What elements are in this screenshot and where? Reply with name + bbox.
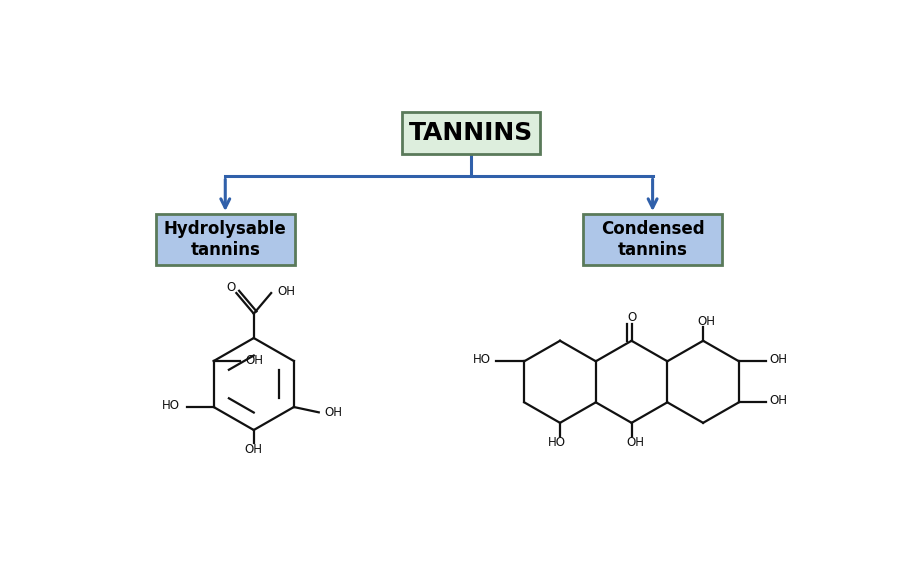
Text: Condensed
tannins: Condensed tannins — [601, 221, 705, 259]
Text: OH: OH — [770, 395, 788, 407]
Text: OH: OH — [245, 354, 263, 367]
Text: TANNINS: TANNINS — [409, 122, 533, 145]
Text: OH: OH — [278, 285, 296, 298]
Text: OH: OH — [324, 406, 342, 419]
FancyBboxPatch shape — [584, 214, 722, 266]
Text: OH: OH — [626, 436, 644, 449]
FancyBboxPatch shape — [156, 214, 295, 266]
Text: HO: HO — [473, 353, 492, 366]
Text: Hydrolysable
tannins: Hydrolysable tannins — [164, 221, 287, 259]
Text: HO: HO — [162, 399, 180, 412]
Text: O: O — [627, 311, 636, 324]
FancyBboxPatch shape — [402, 112, 540, 154]
Text: OH: OH — [698, 314, 716, 328]
Text: OH: OH — [244, 442, 263, 456]
Text: OH: OH — [770, 354, 788, 366]
Text: O: O — [226, 281, 235, 294]
Text: HO: HO — [548, 436, 565, 449]
